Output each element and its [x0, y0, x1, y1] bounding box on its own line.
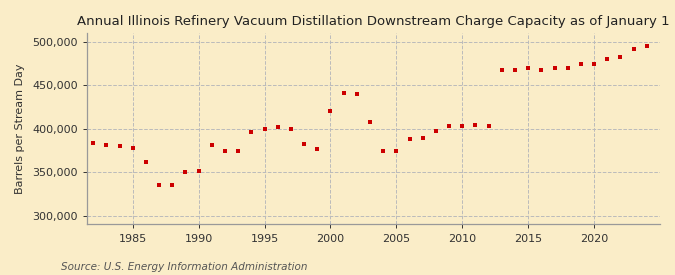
Point [576, 62, 587, 66]
Point [325, 108, 336, 113]
Point [615, 55, 626, 59]
Point [404, 137, 415, 142]
Point [312, 147, 323, 151]
Point [549, 66, 560, 70]
Y-axis label: Barrels per Stream Day: Barrels per Stream Day [15, 64, 25, 194]
Point [562, 66, 573, 70]
Point [602, 57, 613, 62]
Point [457, 124, 468, 128]
Point [496, 68, 507, 72]
Point [219, 148, 230, 153]
Point [114, 144, 125, 148]
Point [628, 47, 639, 51]
Point [286, 127, 296, 131]
Point [522, 66, 533, 70]
Point [259, 127, 270, 131]
Point [207, 142, 217, 147]
Point [167, 183, 178, 188]
Point [470, 122, 481, 127]
Point [391, 148, 402, 153]
Text: Source: U.S. Energy Information Administration: Source: U.S. Energy Information Administ… [61, 262, 307, 272]
Point [180, 170, 191, 175]
Point [88, 141, 99, 145]
Point [378, 148, 389, 153]
Title: Annual Illinois Refinery Vacuum Distillation Downstream Charge Capacity as of Ja: Annual Illinois Refinery Vacuum Distilla… [77, 15, 670, 28]
Point [338, 91, 349, 95]
Point [641, 44, 652, 49]
Point [417, 135, 428, 140]
Point [246, 130, 256, 134]
Point [272, 125, 283, 129]
Point [233, 148, 244, 153]
Point [510, 68, 520, 72]
Point [128, 146, 138, 150]
Point [101, 143, 112, 148]
Point [483, 124, 494, 128]
Point [154, 182, 165, 187]
Point [443, 124, 454, 128]
Point [536, 68, 547, 72]
Point [431, 128, 441, 133]
Point [352, 92, 362, 96]
Point [193, 169, 204, 174]
Point [364, 120, 375, 124]
Point [589, 62, 599, 66]
Point [299, 141, 310, 146]
Point [140, 160, 151, 164]
